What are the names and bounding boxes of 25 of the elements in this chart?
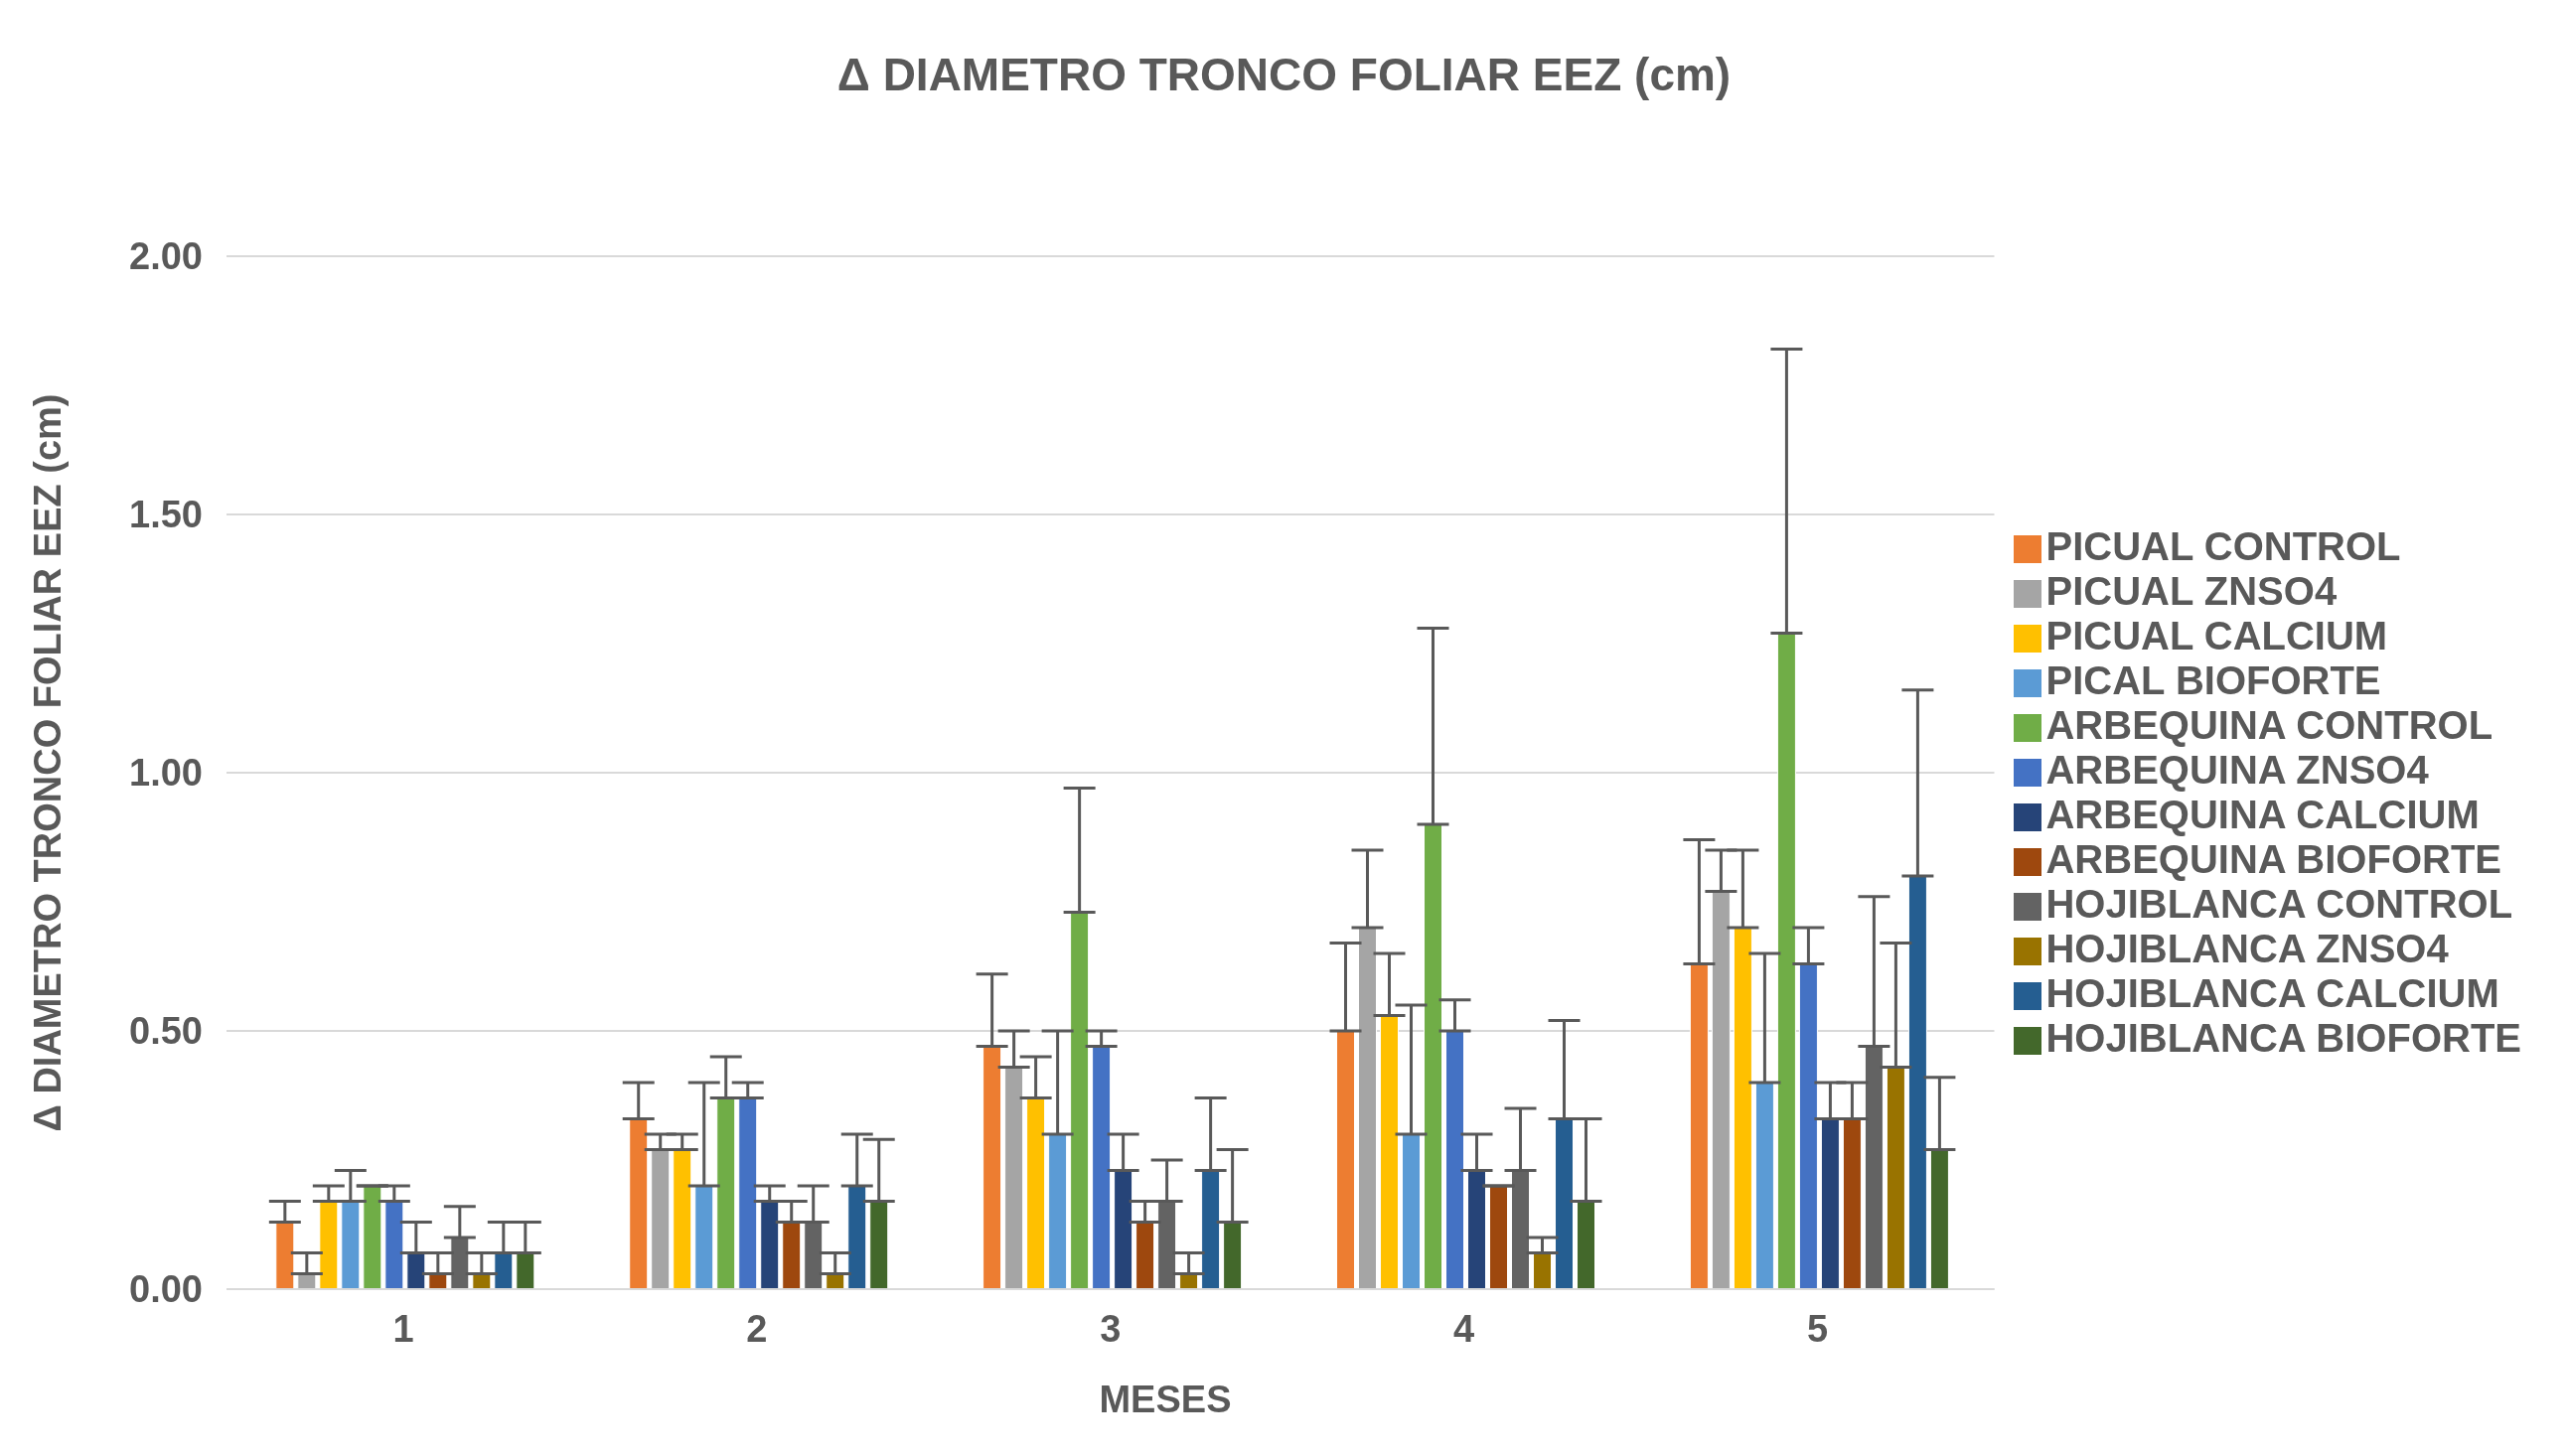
x-tick-label: 4 — [1453, 1307, 1475, 1350]
y-tick-label: 0.50 — [129, 1010, 203, 1053]
x-axis-title: MESES — [1098, 1379, 1233, 1421]
legend-label: ARBEQUINA ZNSO4 — [2045, 748, 2429, 792]
legend-label: HOJIBLANCA CALCIUM — [2045, 971, 2499, 1015]
legend-label: HOJIBLANCA BIOFORTE — [2045, 1016, 2521, 1060]
y-tick-label: 1.00 — [129, 752, 203, 795]
legend-label: HOJIBLANCA ZNSO4 — [2045, 927, 2449, 970]
legend-label: PICUAL ZNSO4 — [2045, 569, 2338, 613]
legend-label: PICUAL CONTROL — [2045, 524, 2401, 568]
legend-label: HOJIBLANCA CONTROL — [2045, 882, 2513, 926]
x-tick-label: 2 — [746, 1307, 768, 1350]
y-axis-title: Δ DIAMETRO TRONCO FOLIAR EEZ (cm) — [26, 393, 70, 1132]
chart-title: Δ DIAMETRO TRONCO FOLIAR EEZ (cm) — [835, 48, 1733, 101]
legend-label: PICUAL CALCIUM — [2045, 614, 2388, 657]
y-tick-label: 2.00 — [129, 235, 203, 278]
legend-label: ARBEQUINA CALCIUM — [2045, 793, 2480, 836]
legend-label: PICAL BIOFORTE — [2045, 658, 2381, 702]
x-tick-label: 5 — [1806, 1307, 1829, 1350]
legend-label: ARBEQUINA BIOFORTE — [2045, 837, 2501, 881]
y-tick-label: 1.50 — [129, 494, 203, 536]
x-tick-label: 3 — [1100, 1307, 1122, 1350]
x-tick-label: 1 — [392, 1307, 414, 1350]
y-tick-label: 0.00 — [129, 1268, 203, 1311]
legend-label: ARBEQUINA CONTROL — [2045, 703, 2493, 747]
